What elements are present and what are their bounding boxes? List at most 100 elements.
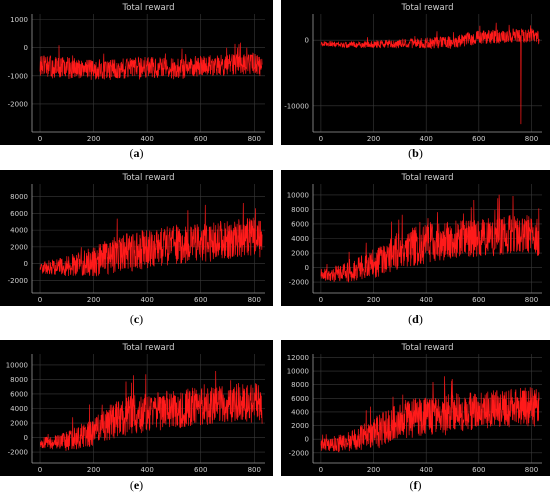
chart-a-xtick-label: 200	[87, 135, 100, 143]
caption-f: (f)	[409, 478, 422, 492]
chart-c-ytick-label: 6000	[10, 210, 28, 218]
chart-d-xtick-label: 800	[525, 296, 538, 304]
chart-e-ytick-label: 4000	[10, 405, 28, 413]
caption-c-letter: c	[133, 312, 140, 326]
chart-c-title: Total reward	[122, 173, 175, 183]
chart-d-ytick-label: 0	[305, 264, 309, 272]
chart-f-ytick-label: -2000	[289, 449, 309, 457]
chart-b-xtick-label: 0	[319, 135, 323, 143]
chart-c-xtick-label: 600	[194, 296, 207, 304]
chart-e-xtick-label: 400	[140, 466, 153, 474]
chart-a-xtick-label: 0	[38, 135, 42, 143]
chart-b-series-line	[320, 22, 540, 125]
chart-f: Total reward 0 200 400 600 800 -2000 0 2000 4000 6…	[281, 340, 550, 476]
caption-c: (c)	[129, 312, 144, 326]
chart-a: Total reward 0 200 400 600 800 -2000 -1000 0 1000	[0, 0, 273, 145]
chart-e: Total reward 0 200 400 600 800 -2000 0 2000 4000 6…	[0, 340, 273, 476]
chart-b-title: Total reward	[401, 3, 454, 13]
chart-a-ytick-label: 0	[24, 44, 28, 52]
chart-f-ytick-label: 2000	[291, 422, 309, 430]
chart-c-svg: Total reward 0 200 400 600 800 -2000 0 2000 4000 6…	[0, 170, 273, 306]
chart-e-xtick-label: 200	[87, 466, 100, 474]
chart-b-xtick-label: 200	[367, 135, 380, 143]
chart-d: Total reward 0 200 400 600 800 -2000 0 2000 4000 6…	[281, 170, 550, 306]
chart-b-xtick-label: 400	[419, 135, 432, 143]
chart-a-ytick-label: -2000	[8, 100, 28, 108]
chart-d-xtick-label: 600	[472, 296, 485, 304]
caption-b: (b)	[408, 146, 423, 160]
chart-a-xtick-label: 800	[248, 135, 261, 143]
chart-d-ytick-label: 10000	[287, 191, 309, 199]
chart-b-svg: Total reward 0 200 400 600 800 -10000 0	[281, 0, 550, 145]
chart-e-xtick-label: 800	[248, 466, 261, 474]
chart-e-ytick-label: 6000	[10, 390, 28, 398]
caption-b-letter: b	[412, 146, 419, 160]
caption-e-letter: e	[133, 478, 140, 492]
caption-d: (d)	[408, 312, 423, 326]
chart-a-title: Total reward	[122, 3, 175, 13]
chart-f-series-line	[320, 376, 540, 453]
chart-b-ytick-label: 0	[305, 37, 309, 45]
chart-e-xtick-label: 0	[38, 466, 42, 474]
chart-f-ytick-label: 6000	[291, 395, 309, 403]
chart-f-xtick-label: 200	[367, 466, 380, 474]
chart-e-title: Total reward	[122, 343, 175, 353]
chart-b-xtick-label: 600	[472, 135, 485, 143]
chart-c-ytick-label: 4000	[10, 227, 28, 235]
chart-d-ytick-label: 6000	[291, 220, 309, 228]
chart-b: Total reward 0 200 400 600 800 -10000 0	[281, 0, 550, 145]
chart-a-xtick-label: 400	[140, 135, 153, 143]
chart-c-ytick-label: 0	[24, 260, 28, 268]
chart-d-xtick-label: 200	[367, 296, 380, 304]
chart-f-xtick-label: 600	[472, 466, 485, 474]
chart-b-ytick-label: -10000	[284, 102, 309, 110]
chart-a-series-line	[39, 42, 263, 80]
chart-c-ytick-label: -2000	[8, 277, 28, 285]
chart-f-ytick-label: 10000	[287, 368, 309, 376]
chart-e-svg: Total reward 0 200 400 600 800 -2000 0 2000 4000 6…	[0, 340, 273, 476]
chart-e-ytick-label: 10000	[6, 361, 28, 369]
chart-d-title: Total reward	[401, 173, 454, 183]
caption-a-letter: a	[133, 146, 140, 160]
chart-f-svg: Total reward 0 200 400 600 800 -2000 0 2000 4000 6…	[281, 340, 550, 476]
caption-d-letter: d	[412, 312, 419, 326]
chart-d-svg: Total reward 0 200 400 600 800 -2000 0 2000 4000 6…	[281, 170, 550, 306]
chart-e-ytick-label: 2000	[10, 420, 28, 428]
chart-d-ytick-label: 8000	[291, 206, 309, 214]
chart-e-series-line	[39, 370, 263, 451]
chart-d-ytick-label: 2000	[291, 250, 309, 258]
chart-a-xtick-label: 600	[194, 135, 207, 143]
chart-b-xtick-label: 800	[525, 135, 538, 143]
chart-e-xtick-label: 600	[194, 466, 207, 474]
chart-f-title: Total reward	[401, 343, 454, 353]
caption-a: (a)	[129, 146, 144, 160]
chart-a-ytick-label: -1000	[8, 72, 28, 80]
chart-b-background	[281, 0, 550, 145]
chart-e-ytick-label: 0	[24, 434, 28, 442]
chart-c-xtick-label: 800	[248, 296, 261, 304]
chart-d-ytick-label: 4000	[291, 235, 309, 243]
chart-f-xtick-label: 400	[419, 466, 432, 474]
chart-c-series-line	[39, 202, 263, 277]
chart-d-series-line	[320, 194, 540, 283]
chart-e-ytick-label: -2000	[8, 449, 28, 457]
chart-f-ytick-label: 12000	[287, 354, 309, 362]
chart-a-svg: Total reward 0 200 400 600 800 -2000 -1000 0 1000	[0, 0, 273, 145]
chart-d-xtick-label: 400	[419, 296, 432, 304]
chart-e-ytick-label: 8000	[10, 376, 28, 384]
chart-c-ytick-label: 8000	[10, 193, 28, 201]
chart-c: Total reward 0 200 400 600 800 -2000 0 2000 4000 6…	[0, 170, 273, 306]
chart-d-xtick-label: 0	[319, 296, 323, 304]
chart-c-xtick-label: 400	[140, 296, 153, 304]
chart-f-ytick-label: 0	[305, 436, 309, 444]
chart-c-xtick-label: 200	[87, 296, 100, 304]
chart-a-ytick-label: 1000	[10, 16, 28, 24]
chart-f-ytick-label: 4000	[291, 408, 309, 416]
chart-f-xtick-label: 800	[525, 466, 538, 474]
chart-c-ytick-label: 2000	[10, 243, 28, 251]
chart-c-xtick-label: 0	[38, 296, 42, 304]
chart-f-xtick-label: 0	[319, 466, 323, 474]
chart-d-ytick-label: -2000	[289, 279, 309, 287]
caption-f-letter: f	[413, 478, 418, 492]
chart-f-ytick-label: 8000	[291, 381, 309, 389]
